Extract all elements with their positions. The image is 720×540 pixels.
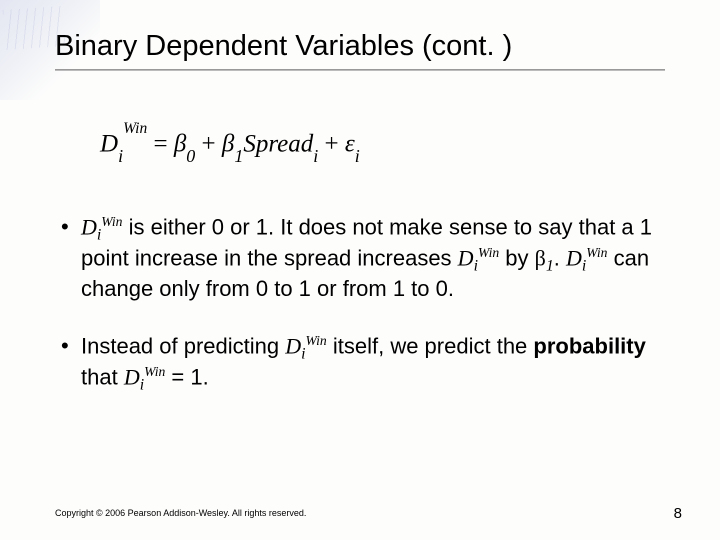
b2-t4: = 1. — [165, 365, 208, 390]
eq-beta1: β — [222, 130, 234, 157]
eq-beta0-sub: 0 — [186, 146, 195, 166]
page-title: Binary Dependent Variables (cont. ) — [55, 30, 665, 63]
eq-beta0: β — [174, 130, 186, 157]
b1-beta: β — [535, 246, 546, 271]
b1-d3-var: D — [566, 246, 582, 271]
bullet-2: Instead of predicting DiWin itself, we p… — [61, 333, 665, 395]
b2-t3: that — [81, 365, 124, 390]
b2-t2: itself, we predict the — [327, 334, 534, 359]
eq-spread: Spread — [243, 130, 313, 157]
b2-d1-sub: i — [301, 346, 305, 363]
b2-d1-var: D — [285, 334, 301, 359]
eq-plus1: + — [195, 130, 222, 157]
slide: Binary Dependent Variables (cont. ) DiWi… — [0, 0, 720, 540]
b1-d1-sup: Win — [101, 214, 122, 229]
copyright-footer: Copyright © 2006 Pearson Addison-Wesley.… — [55, 508, 306, 518]
eq-eps-sub: i — [355, 146, 360, 166]
eq-plus2: + — [318, 130, 345, 157]
page-number: 8 — [674, 505, 682, 522]
eq-spread-sub: i — [313, 146, 318, 166]
bullet-1: DiWin is either 0 or 1. It does not make… — [61, 214, 665, 303]
b1-d1-sub: i — [97, 227, 101, 244]
b1-d2-sup: Win — [478, 245, 499, 260]
b1-d2-sub: i — [474, 258, 478, 275]
eq-eps: ε — [345, 130, 355, 157]
b1-d3-sub: i — [582, 258, 586, 275]
b2-t1: Instead of predicting — [81, 334, 285, 359]
b2-d1-sup: Win — [306, 333, 327, 348]
eq-beta1-sub: 1 — [234, 146, 243, 166]
eq-lhs-sub: i — [118, 146, 123, 166]
eq-equals: = — [147, 130, 174, 157]
b2-d2-sup: Win — [144, 364, 165, 379]
b1-beta-sub: 1 — [546, 258, 554, 275]
bullet-list: DiWin is either 0 or 1. It does not make… — [55, 214, 665, 395]
title-underline — [55, 69, 665, 71]
regression-equation: DiWin = β0 + β1Spreadi + εi — [100, 129, 665, 162]
b1-d3-sup: Win — [586, 245, 607, 260]
b1-t2: by — [499, 246, 534, 271]
eq-lhs-var: D — [100, 130, 118, 157]
b1-d2-var: D — [458, 246, 474, 271]
b1-t3: . — [554, 246, 566, 271]
b2-d2-var: D — [124, 365, 140, 390]
eq-lhs-sup: Win — [123, 120, 147, 137]
b2-bold: probability — [533, 334, 645, 359]
b1-d1-var: D — [81, 215, 97, 240]
b2-d2-sub: i — [140, 377, 144, 394]
